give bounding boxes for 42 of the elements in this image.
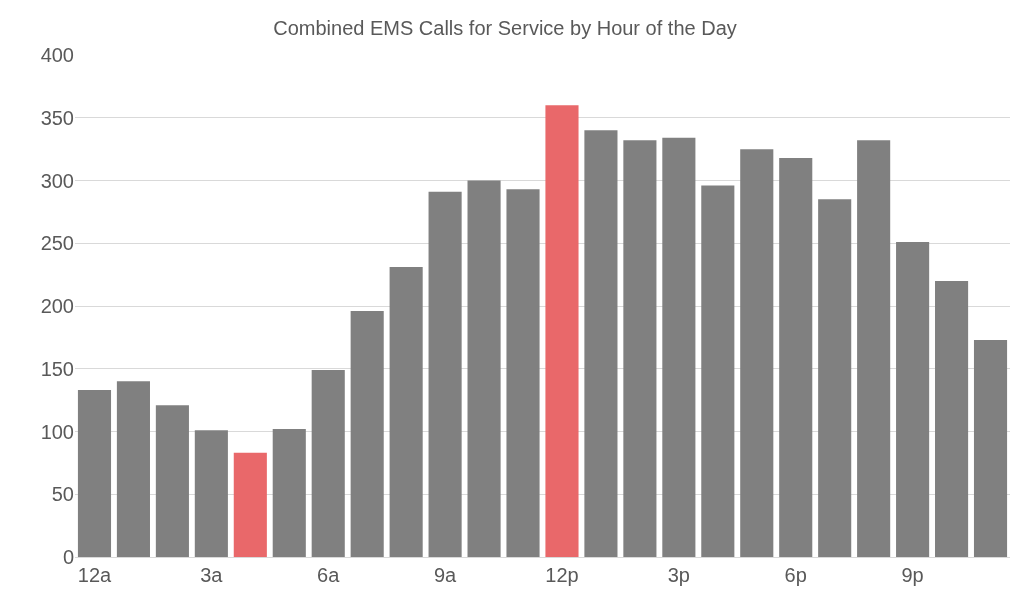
y-tick-label: 150: [40, 357, 74, 380]
y-tick-label: 300: [40, 169, 74, 192]
y-tick-label: 0: [62, 546, 74, 568]
bar: [701, 185, 735, 557]
x-tick-label: 9p: [901, 564, 924, 586]
y-tick-label: 50: [51, 483, 74, 506]
bar: [116, 381, 150, 557]
bar: [818, 199, 852, 557]
x-tick-label: 3a: [200, 564, 224, 586]
bar: [506, 189, 540, 557]
x-tick-label: 6p: [784, 564, 807, 586]
bar: [233, 452, 267, 557]
y-tick-label: 400: [40, 44, 74, 66]
chart-title: Combined EMS Calls for Service by Hour of the Day: [273, 17, 737, 40]
bar: [973, 339, 1008, 557]
y-tick-label: 100: [40, 420, 74, 443]
bar: [389, 267, 423, 557]
bar: [740, 149, 774, 557]
bar: [662, 137, 696, 557]
bar: [77, 390, 112, 557]
y-tick-label: 250: [40, 232, 74, 255]
bar: [857, 140, 891, 557]
bar: [467, 180, 501, 557]
x-tick-label: 3p: [667, 564, 690, 586]
bar: [272, 428, 306, 557]
bar: [428, 191, 462, 557]
x-tick-label: 12a: [77, 564, 113, 586]
bar: [623, 140, 657, 557]
bar: [896, 241, 930, 557]
bar: [350, 311, 384, 557]
x-tick-label: 9a: [433, 564, 458, 586]
bar: [935, 280, 969, 557]
bar: [779, 157, 813, 557]
y-tick-label: 200: [40, 295, 74, 317]
x-tick-label: 12p: [545, 564, 579, 586]
bar: [311, 370, 345, 557]
y-tick-label: 350: [40, 106, 74, 129]
bar: [545, 105, 579, 557]
bar: [155, 405, 189, 557]
bar: [194, 430, 228, 557]
x-tick-label: 6a: [317, 564, 341, 586]
bar: [584, 130, 618, 557]
